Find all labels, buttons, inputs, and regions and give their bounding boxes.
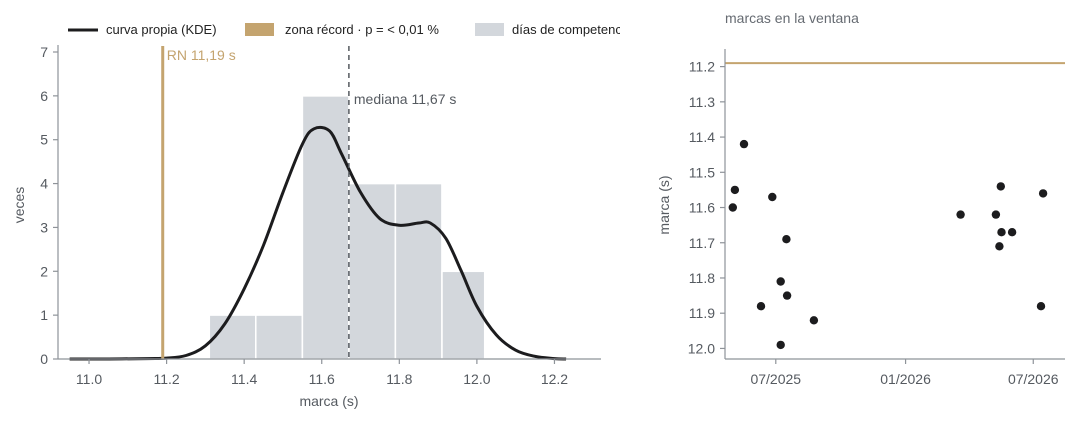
scatter-point [1036, 302, 1046, 311]
y-tick-label: 4 [40, 176, 48, 192]
x-ticks-right: 07/2025 01/2026 07/2026 [750, 359, 1059, 387]
y-tick-label: 1 [40, 307, 48, 323]
x-tick-label: 12.0 [463, 371, 490, 387]
y-tick-label: 7 [40, 44, 48, 60]
y-tick-label-right: 11.5 [689, 164, 715, 180]
median-label: mediana 11,67 s [354, 91, 456, 107]
y-tick-label-right: 11.7 [689, 235, 715, 251]
scatter-point [1038, 189, 1048, 198]
legend: curva propia (KDE) zona récord · p = < 0… [68, 22, 620, 37]
scatter-point [728, 203, 737, 212]
kde-curve [69, 125, 567, 361]
histogram-bar-4 [394, 182, 443, 360]
x-tick-label: 11.6 [309, 371, 335, 387]
scatter-point [956, 210, 965, 219]
x-ticks: 11.0 11.2 11.4 11.6 11.8 12.0 12.2 [76, 359, 568, 387]
histogram-axes [57, 45, 601, 360]
scatter-point [809, 316, 819, 325]
y-tick-label: 0 [40, 351, 48, 367]
y-tick-label-right: 11.3 [689, 94, 715, 110]
histogram-bars [208, 95, 486, 360]
legend-kde-label: curva propia (KDE) [106, 22, 217, 37]
y-tick-label-right: 11.2 [689, 59, 715, 75]
y-tick-label-right: 12.0 [688, 340, 715, 356]
scatter-points [728, 139, 1048, 350]
scatter-point [996, 182, 1005, 191]
x-tick-label-right: 07/2025 [750, 371, 801, 387]
x-axis-title: marca (s) [299, 393, 358, 409]
x-tick-label: 11.2 [153, 371, 179, 387]
y-ticks-right: 11.2 11.3 11.4 11.5 11.6 11.7 11.8 11.9 12.0 [688, 59, 725, 356]
y-tick-label-right: 11.4 [689, 129, 715, 145]
scatter-title: marcas en la ventana [725, 10, 859, 26]
scatter-point [776, 277, 785, 286]
y-tick-label: 2 [40, 263, 48, 279]
scatter-point [991, 210, 1001, 219]
y-tick-label-right: 11.8 [689, 270, 715, 286]
x-tick-label: 11.4 [231, 371, 257, 387]
y-axis-title: veces [11, 187, 27, 224]
x-tick-label: 11.0 [76, 371, 102, 387]
scatter-point [782, 235, 791, 244]
x-tick-label-right: 01/2026 [880, 371, 931, 387]
y-ticks: 0 1 2 3 4 5 6 7 [40, 44, 58, 367]
legend-days-label: días de competencia [512, 22, 620, 37]
y-axis-title-right: marca (s) [656, 175, 672, 234]
scatter-point [776, 340, 785, 350]
scatter-point [756, 302, 766, 311]
y-tick-label: 3 [40, 219, 48, 235]
scatter-point [768, 192, 777, 202]
legend-days-swatch [475, 23, 504, 36]
scatter-point [730, 185, 740, 195]
x-tick-label-right: 07/2026 [1008, 371, 1059, 387]
histogram-bar-3 [348, 182, 397, 360]
scatter-point [995, 242, 1004, 251]
histogram-bar-2 [301, 95, 350, 360]
scatter-point [739, 139, 749, 149]
record-label: RN 11,19 s [167, 47, 236, 63]
scatter-point [1007, 228, 1017, 237]
y-tick-label: 5 [40, 132, 48, 148]
histogram-chart: curva propia (KDE) zona récord · p = < 0… [11, 22, 620, 409]
scatter-point [782, 291, 792, 300]
legend-record-label: zona récord · p = < 0,01 % [285, 22, 439, 37]
scatter-point [997, 228, 1006, 237]
legend-record-swatch [245, 23, 274, 36]
histogram-bar-5 [441, 270, 486, 360]
x-tick-label: 11.8 [386, 371, 412, 387]
scatter-axes [724, 49, 1065, 360]
y-tick-label: 6 [40, 88, 48, 104]
y-tick-label-right: 11.9 [689, 305, 715, 321]
x-tick-label: 12.2 [541, 371, 568, 387]
histogram-bar-1 [255, 314, 304, 360]
y-tick-label-right: 11.6 [689, 200, 715, 216]
